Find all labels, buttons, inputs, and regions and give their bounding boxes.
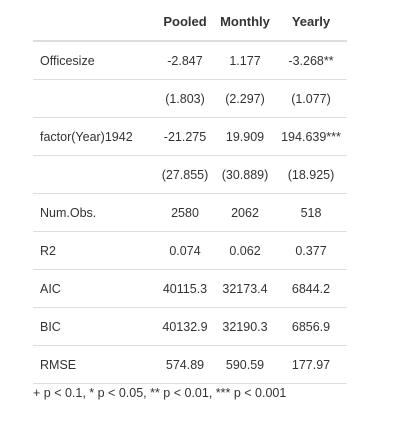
regression-table: Pooled Monthly Yearly Officesize -2.847 …: [33, 2, 347, 384]
cell-monthly: 32190.3: [215, 307, 275, 346]
cell-monthly: 590.59: [215, 345, 275, 384]
table-row: BIC 40132.9 32190.3 6856.9: [33, 307, 347, 346]
cell-pooled: (1.803): [155, 79, 215, 118]
cell-pooled: 40115.3: [155, 269, 215, 308]
table-row: Num.Obs. 2580 2062 518: [33, 193, 347, 232]
cell-yearly: 0.377: [275, 231, 347, 270]
row-label: [33, 79, 155, 118]
table-row: (1.803) (2.297) (1.077): [33, 79, 347, 118]
cell-pooled: -2.847: [155, 41, 215, 80]
row-label: RMSE: [33, 345, 155, 384]
cell-yearly: 177.97: [275, 345, 347, 384]
row-label: AIC: [33, 269, 155, 308]
table-row: (27.855) (30.889) (18.925): [33, 155, 347, 194]
row-label: BIC: [33, 307, 155, 346]
table-row: factor(Year)1942 -21.275 19.909 194.639*…: [33, 117, 347, 156]
header-cell-yearly: Yearly: [275, 2, 347, 42]
header-row: Pooled Monthly Yearly: [33, 2, 347, 42]
cell-monthly: 0.062: [215, 231, 275, 270]
cell-pooled: 40132.9: [155, 307, 215, 346]
cell-yearly: 6844.2: [275, 269, 347, 308]
cell-yearly: (1.077): [275, 79, 347, 118]
row-label: R2: [33, 231, 155, 270]
cell-monthly: 1.177: [215, 41, 275, 80]
header-cell-pooled: Pooled: [155, 2, 215, 42]
cell-monthly: (30.889): [215, 155, 275, 194]
row-label: [33, 155, 155, 194]
row-label: Officesize: [33, 41, 155, 80]
cell-yearly: (18.925): [275, 155, 347, 194]
significance-footnote: + p < 0.1, * p < 0.05, ** p < 0.01, *** …: [33, 386, 287, 400]
cell-yearly: 518: [275, 193, 347, 232]
header-cell-blank: [33, 2, 155, 42]
table-row: AIC 40115.3 32173.4 6844.2: [33, 269, 347, 308]
cell-monthly: 32173.4: [215, 269, 275, 308]
cell-monthly: (2.297): [215, 79, 275, 118]
row-label: factor(Year)1942: [33, 117, 155, 156]
cell-yearly: 194.639***: [275, 117, 347, 156]
cell-yearly: 6856.9: [275, 307, 347, 346]
cell-yearly: -3.268**: [275, 41, 347, 80]
row-label: Num.Obs.: [33, 193, 155, 232]
table-row: RMSE 574.89 590.59 177.97: [33, 345, 347, 384]
cell-pooled: (27.855): [155, 155, 215, 194]
cell-pooled: 574.89: [155, 345, 215, 384]
cell-pooled: 2580: [155, 193, 215, 232]
table-row: R2 0.074 0.062 0.377: [33, 231, 347, 270]
cell-monthly: 2062: [215, 193, 275, 232]
cell-monthly: 19.909: [215, 117, 275, 156]
cell-pooled: -21.275: [155, 117, 215, 156]
table-row: Officesize -2.847 1.177 -3.268**: [33, 41, 347, 80]
cell-pooled: 0.074: [155, 231, 215, 270]
header-cell-monthly: Monthly: [215, 2, 275, 42]
